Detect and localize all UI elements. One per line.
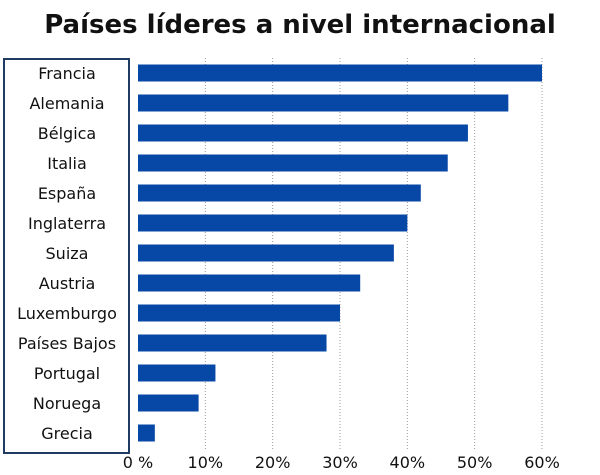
x-tick-label: 50% bbox=[457, 453, 493, 472]
bar bbox=[138, 124, 468, 142]
bar bbox=[138, 334, 327, 352]
category-label: Suiza bbox=[46, 244, 89, 263]
category-label: Luxemburgo bbox=[17, 304, 117, 323]
category-label: Alemania bbox=[29, 94, 104, 113]
category-label: Inglaterra bbox=[28, 214, 106, 233]
bar bbox=[138, 394, 199, 412]
bars bbox=[138, 64, 542, 442]
chart-title: Países líderes a nivel internacional bbox=[44, 10, 556, 40]
category-label: Francia bbox=[38, 64, 96, 83]
x-tick-label: 0 % bbox=[123, 453, 153, 472]
x-tick-labels: 0 % 10% 20% 30% 40% 50% 60% bbox=[123, 453, 560, 472]
bar bbox=[138, 244, 394, 262]
category-label: España bbox=[38, 184, 96, 203]
category-label: Noruega bbox=[33, 394, 101, 413]
category-label: Italia bbox=[47, 154, 87, 173]
bar bbox=[138, 184, 421, 202]
x-tick-label: 20% bbox=[255, 453, 291, 472]
category-label: Austria bbox=[39, 274, 96, 293]
bar bbox=[138, 94, 509, 112]
bar bbox=[138, 304, 340, 322]
category-label: Grecia bbox=[41, 424, 93, 443]
x-tick-label: 10% bbox=[188, 453, 224, 472]
x-tick-label: 40% bbox=[390, 453, 426, 472]
category-label: Portugal bbox=[34, 364, 100, 383]
bar bbox=[138, 274, 361, 292]
category-label-frame bbox=[3, 58, 130, 454]
x-tick-label: 30% bbox=[322, 453, 358, 472]
bar bbox=[138, 154, 448, 172]
bar bbox=[138, 64, 542, 82]
bar bbox=[138, 424, 155, 442]
category-label: Bélgica bbox=[38, 124, 96, 143]
bar bbox=[138, 214, 408, 232]
x-tick-label: 60% bbox=[524, 453, 560, 472]
bar bbox=[138, 364, 216, 382]
category-label: Países Bajos bbox=[18, 334, 116, 353]
category-labels: Francia Alemania Bélgica Italia España Inglat… bbox=[17, 64, 117, 443]
